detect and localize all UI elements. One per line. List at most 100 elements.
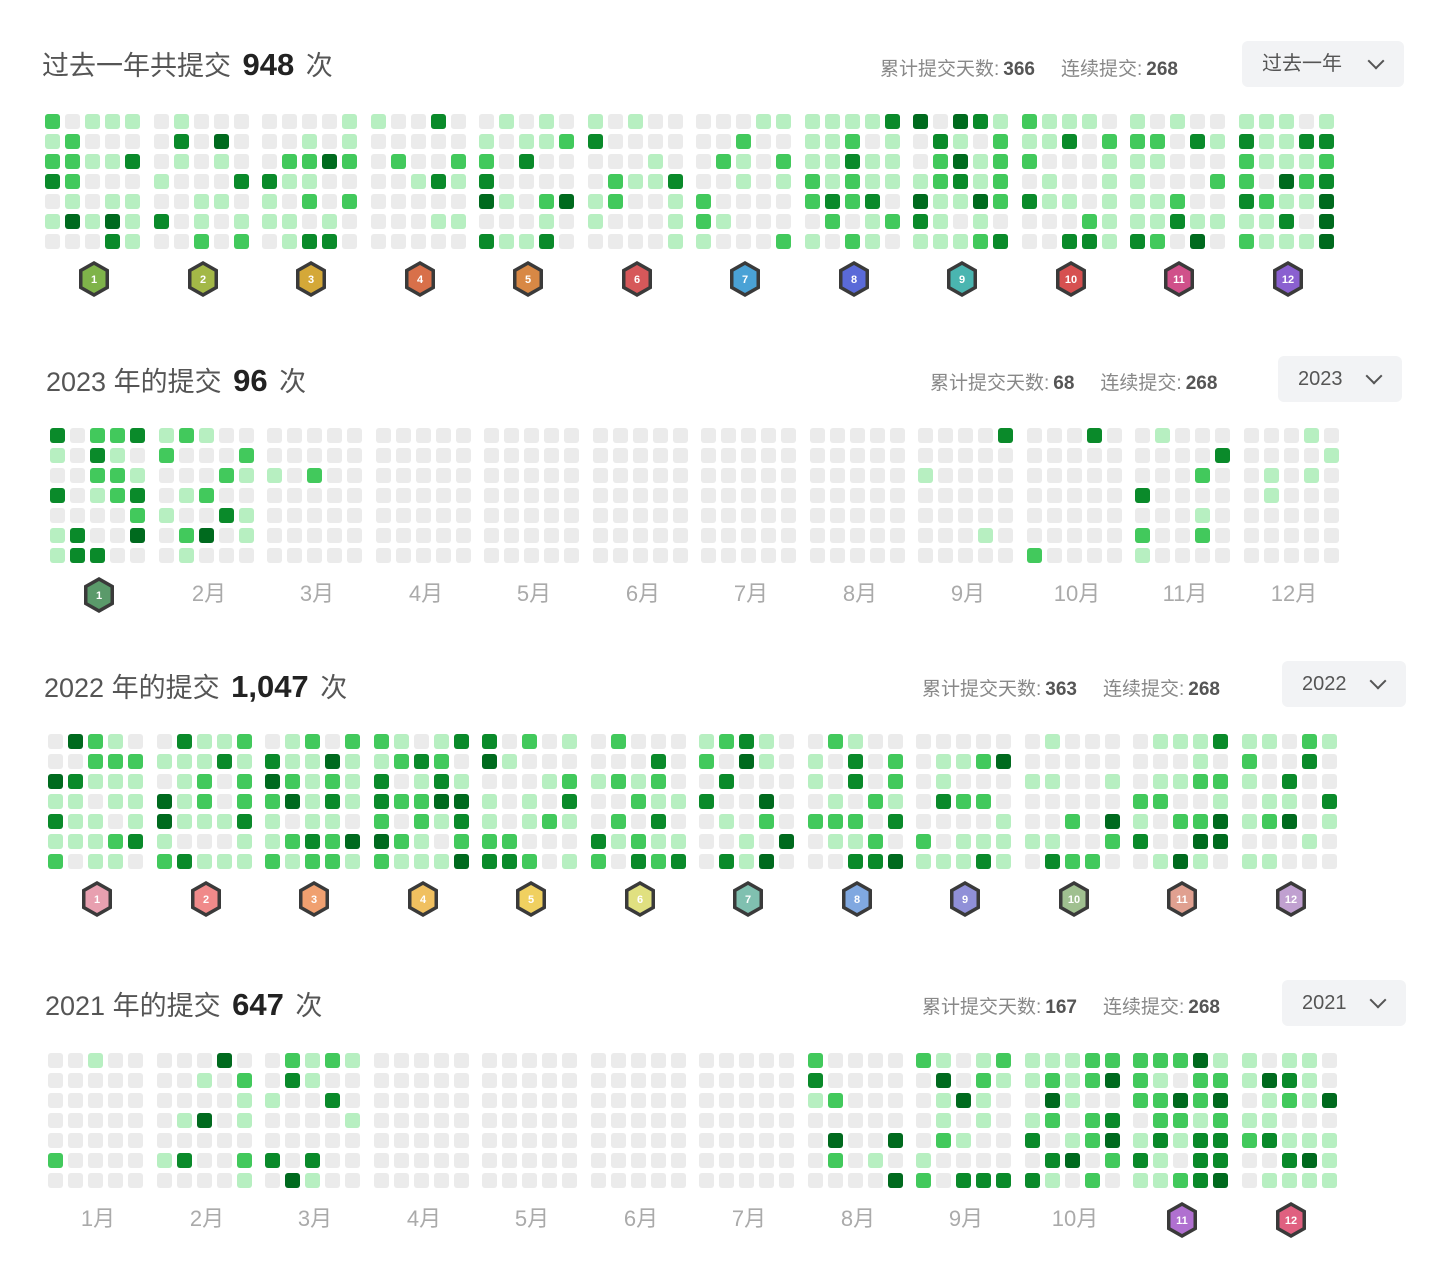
day-cell[interactable] bbox=[174, 134, 189, 149]
day-cell[interactable] bbox=[214, 194, 229, 209]
day-cell[interactable] bbox=[699, 774, 714, 789]
month-badge-icon[interactable]: 9 bbox=[945, 260, 979, 298]
day-cell[interactable] bbox=[371, 174, 386, 189]
day-cell[interactable] bbox=[761, 428, 776, 443]
day-cell[interactable] bbox=[1190, 194, 1205, 209]
day-cell[interactable] bbox=[394, 734, 409, 749]
day-cell[interactable] bbox=[1045, 854, 1060, 869]
day-cell[interactable] bbox=[65, 154, 80, 169]
day-cell[interactable] bbox=[217, 834, 232, 849]
day-cell[interactable] bbox=[1130, 154, 1145, 169]
day-cell[interactable] bbox=[721, 428, 736, 443]
day-cell[interactable] bbox=[1193, 1073, 1208, 1088]
day-cell[interactable] bbox=[850, 448, 865, 463]
day-cell[interactable] bbox=[701, 448, 716, 463]
day-cell[interactable] bbox=[68, 794, 83, 809]
day-cell[interactable] bbox=[68, 1153, 83, 1168]
day-cell[interactable] bbox=[214, 174, 229, 189]
day-cell[interactable] bbox=[1193, 794, 1208, 809]
day-cell[interactable] bbox=[502, 1093, 517, 1108]
day-cell[interactable] bbox=[502, 834, 517, 849]
day-cell[interactable] bbox=[808, 854, 823, 869]
day-cell[interactable] bbox=[1262, 1173, 1277, 1188]
day-cell[interactable] bbox=[781, 488, 796, 503]
day-cell[interactable] bbox=[668, 234, 683, 249]
day-cell[interactable] bbox=[110, 448, 125, 463]
day-cell[interactable] bbox=[805, 234, 820, 249]
day-cell[interactable] bbox=[781, 528, 796, 543]
day-cell[interactable] bbox=[1193, 774, 1208, 789]
day-cell[interactable] bbox=[325, 734, 340, 749]
day-cell[interactable] bbox=[938, 468, 953, 483]
day-cell[interactable] bbox=[110, 468, 125, 483]
day-cell[interactable] bbox=[434, 1173, 449, 1188]
day-cell[interactable] bbox=[484, 428, 499, 443]
day-cell[interactable] bbox=[633, 508, 648, 523]
day-cell[interactable] bbox=[1262, 1113, 1277, 1128]
day-cell[interactable] bbox=[1210, 214, 1225, 229]
day-cell[interactable] bbox=[267, 488, 282, 503]
day-cell[interactable] bbox=[436, 448, 451, 463]
day-cell[interactable] bbox=[322, 234, 337, 249]
day-cell[interactable] bbox=[588, 114, 603, 129]
day-cell[interactable] bbox=[396, 548, 411, 563]
day-cell[interactable] bbox=[564, 548, 579, 563]
day-cell[interactable] bbox=[1153, 1053, 1168, 1068]
day-cell[interactable] bbox=[1173, 854, 1188, 869]
day-cell[interactable] bbox=[673, 428, 688, 443]
day-cell[interactable] bbox=[633, 448, 648, 463]
day-cell[interactable] bbox=[759, 754, 774, 769]
day-cell[interactable] bbox=[591, 774, 606, 789]
day-cell[interactable] bbox=[1193, 1153, 1208, 1168]
day-cell[interactable] bbox=[376, 448, 391, 463]
day-cell[interactable] bbox=[1304, 528, 1319, 543]
day-cell[interactable] bbox=[342, 194, 357, 209]
day-cell[interactable] bbox=[756, 154, 771, 169]
day-cell[interactable] bbox=[1107, 508, 1122, 523]
day-cell[interactable] bbox=[1282, 1093, 1297, 1108]
day-cell[interactable] bbox=[865, 234, 880, 249]
day-cell[interactable] bbox=[865, 174, 880, 189]
day-cell[interactable] bbox=[85, 134, 100, 149]
day-cell[interactable] bbox=[719, 1073, 734, 1088]
day-cell[interactable] bbox=[1085, 794, 1100, 809]
day-cell[interactable] bbox=[1262, 734, 1277, 749]
day-cell[interactable] bbox=[653, 508, 668, 523]
day-cell[interactable] bbox=[916, 854, 931, 869]
day-cell[interactable] bbox=[374, 1053, 389, 1068]
day-cell[interactable] bbox=[371, 114, 386, 129]
day-cell[interactable] bbox=[865, 114, 880, 129]
day-cell[interactable] bbox=[105, 134, 120, 149]
month-badge-icon[interactable]: 3 bbox=[294, 260, 328, 298]
day-cell[interactable] bbox=[1087, 468, 1102, 483]
day-cell[interactable] bbox=[651, 814, 666, 829]
day-cell[interactable] bbox=[936, 734, 951, 749]
day-cell[interactable] bbox=[825, 114, 840, 129]
day-cell[interactable] bbox=[396, 468, 411, 483]
day-cell[interactable] bbox=[865, 194, 880, 209]
day-cell[interactable] bbox=[454, 774, 469, 789]
day-cell[interactable] bbox=[756, 114, 771, 129]
day-cell[interactable] bbox=[451, 114, 466, 129]
day-cell[interactable] bbox=[918, 528, 933, 543]
day-cell[interactable] bbox=[759, 1113, 774, 1128]
day-cell[interactable] bbox=[1239, 234, 1254, 249]
day-cell[interactable] bbox=[128, 1173, 143, 1188]
day-cell[interactable] bbox=[559, 194, 574, 209]
day-cell[interactable] bbox=[845, 234, 860, 249]
day-cell[interactable] bbox=[976, 1153, 991, 1168]
day-cell[interactable] bbox=[345, 754, 360, 769]
day-cell[interactable] bbox=[1242, 1113, 1257, 1128]
day-cell[interactable] bbox=[1065, 734, 1080, 749]
day-cell[interactable] bbox=[285, 854, 300, 869]
day-cell[interactable] bbox=[90, 548, 105, 563]
day-cell[interactable] bbox=[1105, 854, 1120, 869]
day-cell[interactable] bbox=[482, 1113, 497, 1128]
day-cell[interactable] bbox=[828, 754, 843, 769]
day-cell[interactable] bbox=[414, 834, 429, 849]
day-cell[interactable] bbox=[1279, 214, 1294, 229]
day-cell[interactable] bbox=[237, 854, 252, 869]
day-cell[interactable] bbox=[1242, 734, 1257, 749]
day-cell[interactable] bbox=[542, 1073, 557, 1088]
day-cell[interactable] bbox=[613, 528, 628, 543]
